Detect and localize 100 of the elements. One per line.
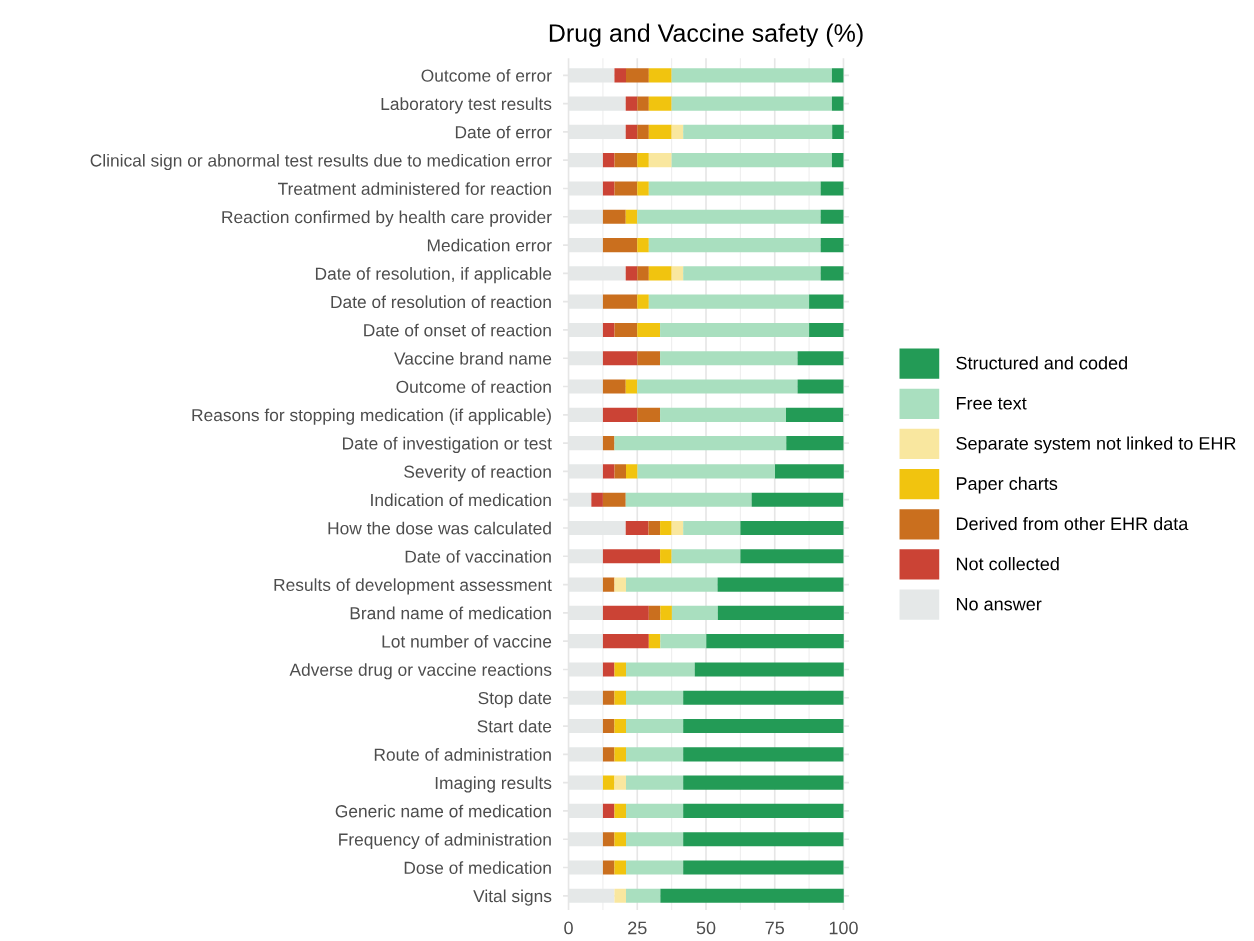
bar (602, 662, 615, 677)
bar (614, 153, 638, 168)
bar (648, 520, 661, 536)
bar (671, 549, 741, 564)
bar (626, 690, 684, 705)
x-tick-label: 25 (628, 921, 647, 935)
legend-label: Separate system not linked to EHR (956, 436, 1236, 454)
bar (602, 209, 626, 224)
bar (820, 181, 844, 196)
bar (602, 351, 638, 366)
bar (625, 266, 638, 281)
legend-label: Paper charts (956, 476, 1058, 494)
bar (602, 634, 649, 649)
bar (832, 124, 844, 139)
y-tick-label: Treatment administered for reaction (277, 182, 551, 195)
legend-label: Structured and coded (956, 356, 1127, 370)
y-tick-label: Outcome of reaction (396, 380, 551, 393)
bar (660, 605, 672, 620)
y-tick-label: Adverse drug or vaccine reactions (289, 663, 552, 680)
bar (671, 124, 684, 139)
bar (602, 803, 615, 818)
y-tick-label: Medication error (427, 238, 552, 252)
bar (625, 379, 638, 394)
legend-label: Not collected (956, 557, 1059, 571)
bar (602, 464, 615, 479)
bar (637, 266, 649, 281)
bar (637, 153, 649, 168)
y-tick-label: Brand name of medication (350, 606, 551, 620)
bar (602, 153, 615, 168)
bar (786, 436, 844, 451)
bar (797, 379, 844, 394)
y-tick-label: Imaging results (435, 776, 552, 793)
bar (637, 351, 661, 366)
y-tick-label: Lot number of vaccine (382, 634, 552, 648)
y-tick-label: Vaccine brand name (394, 351, 552, 365)
legend-label: Derived from other EHR data (956, 516, 1189, 531)
bar (648, 294, 810, 309)
y-tick-label: Start date (477, 719, 552, 733)
bar (637, 124, 649, 139)
bar (717, 605, 844, 620)
bar (614, 181, 638, 196)
bar (614, 832, 626, 847)
y-tick-label: Clinical sign or abnormal test results due to medication error (90, 153, 552, 171)
bar (831, 68, 844, 83)
bar (648, 153, 672, 168)
y-tick-label: Laboratory test results (381, 97, 552, 114)
bar (740, 549, 844, 564)
bar (820, 209, 844, 224)
bar (626, 577, 718, 592)
bar (660, 407, 786, 422)
bar (637, 181, 649, 196)
legend-label: Free text (956, 397, 1027, 410)
bar (626, 832, 684, 847)
bar (648, 68, 672, 83)
y-tick-label: Outcome of error (421, 69, 552, 82)
y-tick-label: Reaction confirmed by health care provider (222, 210, 552, 227)
bar (717, 577, 844, 592)
bar (671, 153, 832, 168)
bar (602, 407, 638, 422)
y-tick-label: Date of resolution of reaction (331, 295, 551, 309)
bar (637, 96, 649, 111)
bar (602, 577, 615, 592)
chart-title: Drug and Vaccine safety (%) (549, 23, 863, 47)
bar (614, 775, 626, 790)
bar (625, 209, 638, 224)
y-tick-label: Stop date (478, 691, 552, 708)
bar (671, 266, 684, 281)
y-tick-label: Reasons for stopping medication (if applicable) (192, 408, 551, 425)
bar (648, 266, 672, 281)
bar (637, 322, 661, 338)
bar (602, 294, 638, 309)
bar (786, 407, 844, 422)
bar (626, 775, 684, 790)
bar (831, 96, 844, 111)
bar (683, 690, 844, 705)
bar (831, 153, 844, 168)
bar (614, 322, 638, 338)
bar (683, 520, 741, 536)
y-tick-label: Severity of reaction (404, 465, 551, 482)
bar (637, 464, 776, 479)
bar (797, 351, 844, 366)
bar (683, 803, 844, 818)
y-tick-label: Indication of medication (371, 493, 551, 507)
x-tick-label: 75 (765, 921, 785, 935)
y-tick-label: Vital signs (473, 889, 552, 906)
bar (614, 803, 626, 818)
bar (694, 662, 844, 677)
bar (625, 492, 752, 507)
bar (626, 747, 684, 762)
bar (614, 436, 787, 451)
bar (625, 124, 638, 139)
bar (591, 492, 603, 507)
bar (660, 634, 707, 649)
bar (660, 322, 810, 338)
bar (706, 634, 844, 649)
bar (602, 718, 615, 734)
y-tick-label: Date of onset of reaction (364, 323, 551, 337)
bar (602, 605, 649, 620)
bar (648, 238, 821, 253)
bar (614, 718, 626, 734)
